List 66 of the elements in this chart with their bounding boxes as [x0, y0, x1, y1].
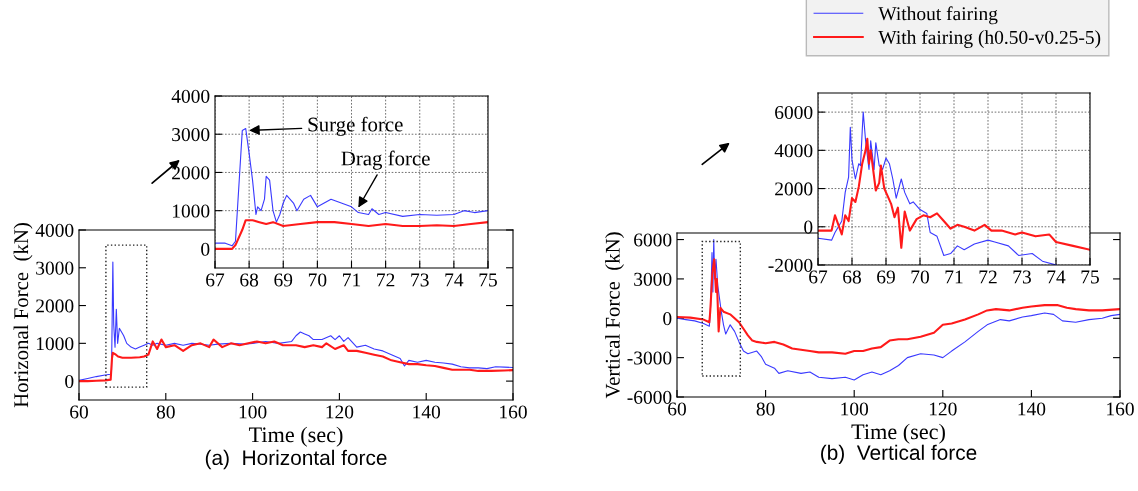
- x-tick-label: 68: [843, 270, 861, 284]
- y-tick-label: 4000: [35, 223, 74, 237]
- line-series: [215, 219, 488, 250]
- x-tick-label: 80: [156, 405, 175, 419]
- x-tick-label: 160: [500, 405, 527, 419]
- y-tick-label: 2000: [775, 182, 813, 196]
- x-tick-label: 67: [809, 270, 828, 284]
- y-tick-label: 4000: [171, 89, 210, 103]
- x-tick-label: 120: [929, 402, 957, 416]
- legend-label: With fairing (h0.50-v0.25-5): [878, 30, 1101, 48]
- x-tick-label: 69: [274, 273, 293, 287]
- y-tick-label: 0: [804, 220, 813, 234]
- y-tick-label: -6000: [627, 390, 672, 404]
- y-tick-label: 1000: [172, 204, 210, 218]
- y-tick-label: -2000: [768, 258, 813, 272]
- x-tick-label: 160: [1107, 402, 1134, 416]
- x-tick-label: 140: [413, 405, 441, 419]
- text: (b) Vertical force: [821, 444, 977, 465]
- y-tick-label: 3000: [36, 261, 74, 275]
- x-tick-label: 70: [308, 273, 327, 287]
- y-tick-label: -3000: [627, 351, 672, 365]
- line-series: [818, 137, 1090, 251]
- y-tick-label: 2000: [36, 299, 74, 313]
- line-series: [677, 239, 1120, 381]
- y-tick-label: 0: [201, 242, 210, 256]
- line-series: [79, 261, 513, 381]
- y-axis-title: Vertical Force (kN): [605, 232, 624, 399]
- x-tick-label: 71: [343, 273, 361, 287]
- x-tick-label: 60: [70, 405, 88, 419]
- x-tick-label: 120: [326, 405, 354, 419]
- annotation: Drag force: [341, 150, 430, 170]
- x-tick-label: 75: [1081, 270, 1099, 284]
- x-tick-label: 74: [445, 273, 464, 287]
- y-tick-label: 6000: [634, 233, 672, 247]
- y-tick-label: 0: [65, 374, 74, 389]
- x-tick-label: 72: [979, 270, 997, 284]
- x-tick-label: 70: [911, 270, 929, 284]
- x-tick-label: 69: [877, 270, 895, 284]
- legend-label: Without fairing: [878, 6, 998, 25]
- y-tick-label: 6000: [775, 105, 813, 120]
- x-tick-label: 68: [240, 273, 259, 287]
- x-tick-label: 72: [377, 273, 395, 287]
- y-tick-label: 4000: [774, 144, 813, 158]
- x-axis-title: Time (sec): [851, 423, 945, 444]
- x-axis-title: Time (sec): [248, 426, 343, 447]
- x-tick-label: 75: [479, 273, 497, 287]
- y-axis-title: Horizonal Force (kN): [13, 223, 33, 408]
- x-tick-label: 67: [206, 273, 225, 287]
- x-tick-label: 100: [239, 405, 267, 419]
- y-tick-label: 3000: [172, 128, 210, 142]
- annotation: Surge force: [308, 116, 403, 136]
- y-tick-label: 3000: [634, 272, 672, 286]
- x-tick-label: 80: [756, 402, 775, 416]
- y-tick-label: 0: [663, 312, 672, 326]
- x-tick-label: 140: [1018, 402, 1046, 416]
- x-tick-label: 60: [668, 402, 686, 416]
- x-tick-label: 100: [841, 402, 869, 416]
- x-tick-label: 74: [1047, 270, 1066, 284]
- y-tick-label: 2000: [172, 166, 210, 180]
- line-series: [79, 338, 513, 383]
- text: (a) Horizontal force: [205, 449, 387, 470]
- x-tick-label: 73: [411, 273, 429, 287]
- x-tick-label: 73: [1013, 270, 1031, 284]
- line-series: [677, 258, 1120, 355]
- x-tick-label: 71: [945, 270, 963, 284]
- y-tick-label: 1000: [36, 337, 74, 351]
